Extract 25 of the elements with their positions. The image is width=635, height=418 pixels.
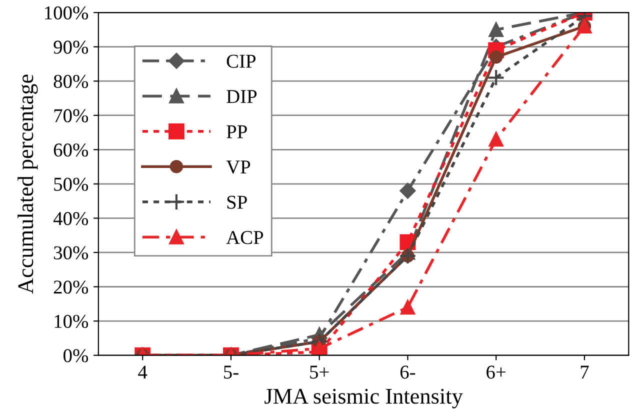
legend-label: ACP: [226, 231, 264, 244]
x-tick-label: 5+: [310, 366, 329, 379]
y-tick-label: 20%: [54, 280, 88, 294]
y-tick-label: 70%: [54, 109, 88, 122]
y-tick-label: 40%: [53, 212, 88, 226]
x-tick-label: 4: [138, 366, 148, 379]
x-tick-label: 5-: [224, 366, 238, 379]
x-tick-label: 7: [580, 366, 589, 379]
y-tick-label: 0%: [64, 349, 88, 362]
legend-label: VP: [226, 160, 250, 174]
y-tick-label: 60%: [54, 143, 88, 157]
y-tick-label: 80%: [54, 74, 88, 88]
y-tick-label: 90%: [54, 40, 88, 54]
legend-label: CIP: [226, 54, 256, 68]
y-axis-title: Accumulated percentage: [18, 74, 38, 294]
x-tick-label: 6+: [486, 366, 506, 379]
legend-label: PP: [226, 125, 247, 138]
legend-label: DIP: [226, 90, 257, 103]
y-tick-label: 30%: [54, 246, 88, 260]
y-tick-label: 100%: [45, 6, 88, 20]
x-tick-label: 6-: [400, 366, 416, 379]
y-tick-label: 10%: [54, 314, 88, 328]
y-tick-label: 50%: [54, 178, 88, 191]
legend-label: SP: [227, 196, 247, 209]
x-axis-title: JMA seismic Intensity: [264, 388, 463, 408]
